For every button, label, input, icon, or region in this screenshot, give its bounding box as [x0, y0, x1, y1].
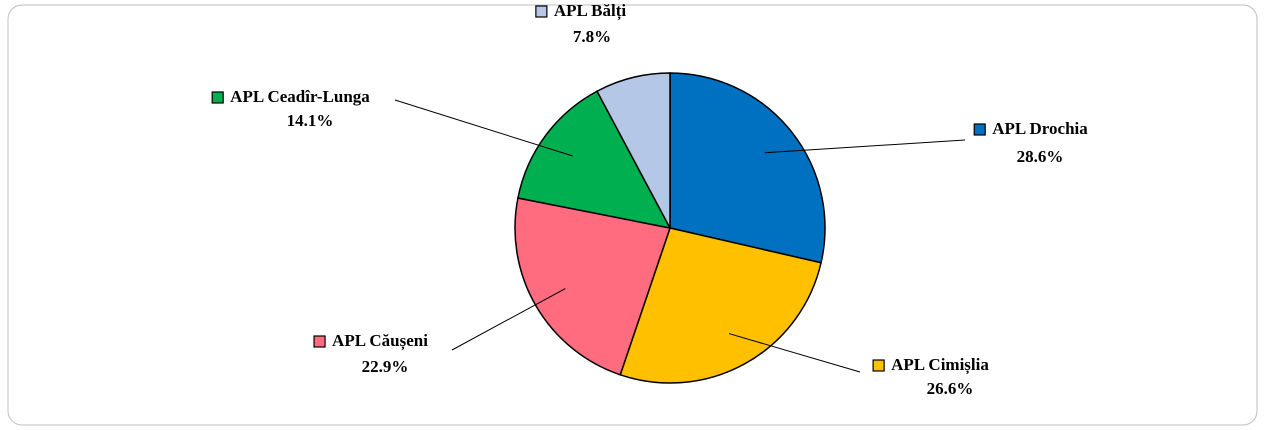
- leader-line: [728, 333, 861, 373]
- slice-label: APL Căușeni: [332, 331, 428, 351]
- value-label: 22.9%: [362, 357, 409, 376]
- value-label: 7.8%: [573, 27, 611, 46]
- leader-line: [764, 139, 966, 154]
- slice-label: APL Cimișlia: [891, 355, 989, 375]
- slice-label: APL Bălți: [554, 1, 627, 21]
- slice-label: APL Drochia: [992, 119, 1088, 138]
- value-label: 28.6%: [1017, 147, 1064, 166]
- value-label: 14.1%: [287, 111, 334, 130]
- value-label: 26.6%: [927, 379, 974, 398]
- legend-key: [872, 359, 885, 372]
- pie-slice: [669, 72, 826, 264]
- leader-line: [394, 99, 574, 157]
- legend-key: [973, 123, 986, 136]
- pie-slice: [619, 227, 822, 384]
- pie-slice: [596, 72, 671, 229]
- slice-label: APL Ceadîr-Lunga: [230, 87, 370, 106]
- pie-slice: [517, 90, 672, 230]
- legend-key: [211, 91, 224, 104]
- legend-key: [313, 335, 326, 348]
- leader-line: [451, 288, 566, 351]
- pie-slice: [514, 197, 671, 376]
- legend-key: [535, 5, 548, 18]
